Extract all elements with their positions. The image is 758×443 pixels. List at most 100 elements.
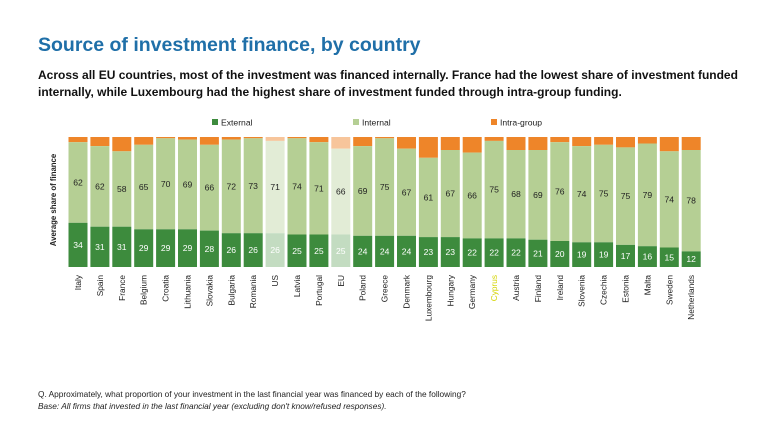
bar-intra-group-bulgaria [221, 137, 241, 140]
data-label-internal-us: 71 [270, 182, 280, 192]
x-tick-label-netherlands: Netherlands [686, 275, 696, 320]
data-label-internal-belgium: 65 [139, 182, 149, 192]
data-label-external-denmark: 24 [402, 246, 412, 256]
data-label-internal-slovenia: 74 [577, 189, 587, 199]
data-label-external-greece: 24 [380, 246, 390, 256]
data-label-internal-austria: 68 [511, 189, 521, 199]
bar-intra-group-sweden [659, 137, 679, 152]
x-tick-label-us: US [270, 275, 280, 287]
legend-swatch-external [212, 119, 218, 125]
x-tick-label-ireland: Ireland [555, 275, 565, 301]
bar-intra-group-italy [68, 137, 88, 143]
bar-internal-italy [68, 142, 88, 223]
data-label-external-eu: 25 [336, 246, 346, 256]
bar-intra-group-netherlands [681, 137, 701, 150]
bar-external-italy [68, 222, 88, 267]
bar-intra-group-czechia [594, 137, 614, 145]
bar-intra-group-romania [243, 137, 263, 139]
data-label-external-latvia: 25 [292, 246, 302, 256]
x-tick-label-austria: Austria [511, 275, 521, 301]
bar-internal-latvia [287, 138, 307, 235]
bar-internal-us [265, 140, 285, 234]
y-axis-label: Average share of finance [49, 153, 58, 246]
bar-intra-group-ireland [550, 137, 570, 143]
data-label-internal-czechia: 75 [599, 189, 609, 199]
x-tick-label-denmark: Denmark [402, 274, 412, 309]
bar-intra-group-finland [528, 137, 548, 150]
bar-internal-croatia [156, 138, 176, 230]
bar-internal-sweden [659, 151, 679, 248]
bar-internal-greece [375, 138, 395, 236]
bar-external-sweden [659, 247, 679, 267]
bar-external-slovenia [572, 242, 592, 267]
data-label-external-austria: 22 [511, 248, 521, 258]
data-label-external-ireland: 20 [555, 249, 565, 259]
bar-intra-group-france [112, 137, 132, 152]
bar-internal-romania [243, 138, 263, 234]
x-tick-label-estonia: Estonia [621, 275, 631, 303]
x-tick-label-slovenia: Slovenia [577, 275, 587, 307]
data-label-internal-latvia: 74 [292, 181, 302, 191]
data-label-internal-sweden: 74 [665, 194, 675, 204]
bar-internal-lithuania [178, 139, 197, 230]
bar-internal-ireland [550, 142, 570, 241]
data-label-external-slovenia: 19 [577, 250, 587, 260]
bar-external-finland [528, 239, 548, 267]
data-label-internal-germany: 66 [467, 191, 477, 201]
data-label-internal-eu: 66 [336, 187, 346, 197]
stacked-bar-chart: External Internal Intra-group Average shar… [49, 118, 701, 321]
bar-intra-group-austria [506, 137, 526, 150]
data-label-internal-estonia: 75 [621, 191, 631, 201]
data-label-external-slovakia: 28 [205, 244, 215, 254]
bar-external-spain [90, 226, 110, 267]
data-label-internal-hungary: 67 [446, 189, 456, 199]
bar-external-france [112, 226, 132, 267]
bar-external-bulgaria [221, 233, 241, 267]
data-label-internal-netherlands: 78 [686, 196, 696, 206]
data-label-external-cyprus: 22 [489, 248, 499, 258]
legend-label-external: External [221, 118, 253, 128]
data-label-internal-ireland: 76 [555, 187, 565, 197]
legend: External Internal Intra-group [212, 118, 542, 128]
bar-internal-belgium [134, 144, 154, 230]
question-footnote: Q. Approximately, what proportion of you… [38, 389, 466, 399]
bar-internal-bulgaria [221, 139, 241, 234]
data-label-internal-croatia: 70 [161, 179, 171, 189]
bar-intra-group-denmark [397, 137, 416, 149]
x-tick-label-croatia: Croatia [161, 275, 171, 302]
data-label-external-luxembourg: 23 [424, 247, 434, 257]
x-tick-label-slovakia: Slovakia [204, 275, 214, 307]
data-label-external-portugal: 25 [314, 246, 324, 256]
bar-intra-group-malta [637, 137, 657, 144]
data-label-external-belgium: 29 [139, 243, 149, 253]
data-label-internal-greece: 75 [380, 182, 390, 192]
data-label-external-hungary: 23 [446, 247, 456, 257]
data-label-external-romania: 26 [248, 245, 258, 255]
bar-external-ireland [550, 241, 570, 267]
bar-internal-netherlands [681, 150, 701, 252]
legend-label-internal: Internal [362, 118, 391, 128]
data-label-internal-bulgaria: 72 [227, 181, 237, 191]
data-label-external-italy: 34 [73, 240, 83, 250]
data-label-internal-portugal: 71 [314, 183, 324, 193]
data-label-internal-poland: 69 [358, 186, 368, 196]
bar-intra-group-estonia [616, 137, 635, 148]
data-label-internal-romania: 73 [248, 181, 258, 191]
bar-intra-group-slovenia [572, 137, 592, 147]
bar-internal-france [112, 151, 132, 227]
data-label-external-czechia: 19 [599, 250, 609, 260]
bar-internal-luxembourg [418, 157, 438, 238]
bar-internal-malta [637, 143, 657, 247]
data-label-external-germany: 22 [467, 248, 477, 258]
data-label-internal-malta: 79 [643, 190, 653, 200]
legend-swatch-internal [353, 119, 359, 125]
bar-intra-group-spain [90, 137, 110, 147]
bar-external-greece [375, 235, 395, 267]
bar-intra-group-greece [375, 137, 395, 139]
bars: 62 34 62 31 58 31 65 29 70 29 69 29 66 28 72 26 73 26 71 26… [68, 137, 701, 267]
bar-internal-eu [331, 148, 351, 235]
bar-internal-hungary [440, 150, 460, 238]
bar-internal-poland [353, 146, 373, 236]
bar-internal-denmark [397, 148, 416, 236]
bar-internal-czechia [594, 144, 614, 243]
